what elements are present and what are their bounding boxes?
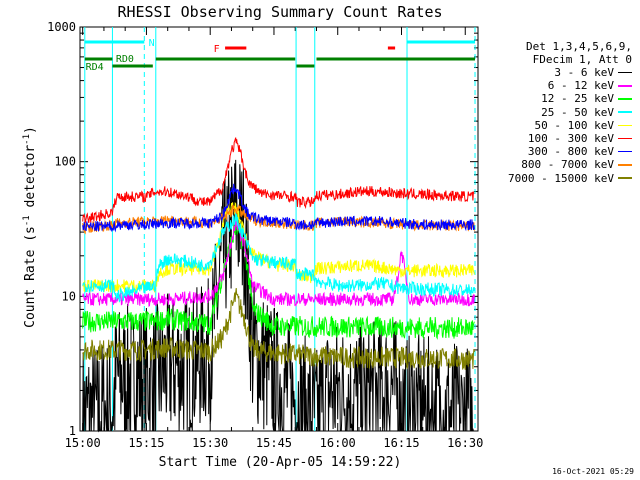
legend-header-line: Det 1,3,4,5,6,9, bbox=[526, 40, 632, 53]
legend-entry: 50 - 100 keV bbox=[482, 119, 632, 132]
plot-area: 1 10 100 1000 15:00 15:15 15:30 15:45 16:00 16:15… bbox=[47, 20, 483, 450]
legend-swatch bbox=[618, 98, 632, 100]
timeline-label-f: F bbox=[214, 44, 220, 55]
series-line bbox=[82, 218, 475, 308]
timeline-label-rd4: RD4 bbox=[86, 62, 104, 73]
legend-entry-label: 100 - 300 keV bbox=[527, 132, 614, 146]
y-tick-label: 100 bbox=[54, 155, 76, 169]
y-axis-label-superscript: -1 bbox=[22, 215, 32, 226]
y-axis-label-part: Count Rate (s bbox=[23, 226, 38, 328]
y-axis-label: Count Rate (s-1 detector-1) bbox=[22, 126, 38, 328]
x-tick-label: 15:00 bbox=[65, 436, 101, 450]
y-axis-label-part: ) bbox=[23, 126, 38, 134]
series-line bbox=[82, 183, 475, 233]
x-tick-label: 16:00 bbox=[320, 436, 356, 450]
legend-entry-label: 300 - 800 keV bbox=[527, 145, 614, 159]
y-axis-label-part: detector bbox=[23, 145, 38, 216]
legend-swatch bbox=[618, 71, 632, 74]
legend-entry: 12 - 25 keV bbox=[482, 92, 632, 105]
y-tick-label: 10 bbox=[62, 289, 76, 303]
legend-swatch bbox=[618, 177, 632, 179]
legend-entries: 3 - 6 keV 6 - 12 keV 12 - 25 keV 25 - 50 ke… bbox=[482, 66, 632, 185]
legend-swatch bbox=[618, 124, 632, 127]
timestamp: 16-Oct-2021 05:29 bbox=[552, 467, 634, 476]
legend-entry-label: 6 - 12 keV bbox=[547, 79, 614, 93]
series-line bbox=[82, 159, 475, 433]
series-line bbox=[82, 212, 475, 303]
y-axis-label-superscript: -1 bbox=[22, 134, 32, 145]
timeline-label-n: N bbox=[149, 38, 155, 49]
legend-entry-label: 7000 - 15000 keV bbox=[508, 171, 614, 185]
y-tick-label: 1 bbox=[69, 424, 76, 438]
x-tick-label: 16:30 bbox=[447, 436, 483, 450]
legend-entry: 25 - 50 keV bbox=[482, 106, 632, 119]
legend-entry-label: 800 - 7000 keV bbox=[521, 158, 614, 172]
series-line bbox=[82, 218, 475, 340]
x-tick-label: 16:15 bbox=[383, 436, 419, 450]
timeline-label-rd0: RD0 bbox=[116, 54, 134, 65]
x-tick-label: 15:45 bbox=[256, 436, 292, 450]
legend-entry: 300 - 800 keV bbox=[482, 145, 632, 158]
legend-swatch bbox=[618, 85, 632, 87]
x-axis-label: Start Time (20-Apr-05 14:59:22) bbox=[159, 455, 402, 470]
legend-entry: 800 - 7000 keV bbox=[482, 158, 632, 171]
x-tick-label: 15:15 bbox=[128, 436, 164, 450]
legend-header-line: FDecim 1, Att 0 bbox=[532, 53, 632, 66]
legend-entry: 7000 - 15000 keV bbox=[482, 172, 632, 185]
chart-title: RHESSI Observing Summary Count Rates bbox=[117, 3, 442, 21]
legend-swatch bbox=[618, 111, 632, 113]
legend-swatch bbox=[618, 150, 632, 153]
legend-swatch bbox=[618, 137, 632, 140]
x-tick-label: 15:30 bbox=[192, 436, 228, 450]
legend-entry-label: 25 - 50 keV bbox=[541, 105, 614, 119]
legend-swatch bbox=[618, 164, 632, 166]
y-tick-label: 1000 bbox=[47, 20, 76, 34]
legend-entry: 100 - 300 keV bbox=[482, 132, 632, 145]
series-line bbox=[82, 137, 475, 224]
series-line bbox=[82, 287, 475, 371]
series-line bbox=[82, 201, 475, 293]
legend-entry: 3 - 6 keV bbox=[482, 66, 632, 79]
legend-entry-label: 12 - 25 keV bbox=[541, 92, 614, 106]
series-line bbox=[82, 203, 475, 235]
legend-entry: 6 - 12 keV bbox=[482, 79, 632, 92]
legend-entry-label: 50 - 100 keV bbox=[534, 118, 614, 132]
legend-entry-label: 3 - 6 keV bbox=[554, 66, 614, 80]
legend: Det 1,3,4,5,6,9, FDecim 1, Att 0 3 - 6 k… bbox=[482, 40, 632, 185]
